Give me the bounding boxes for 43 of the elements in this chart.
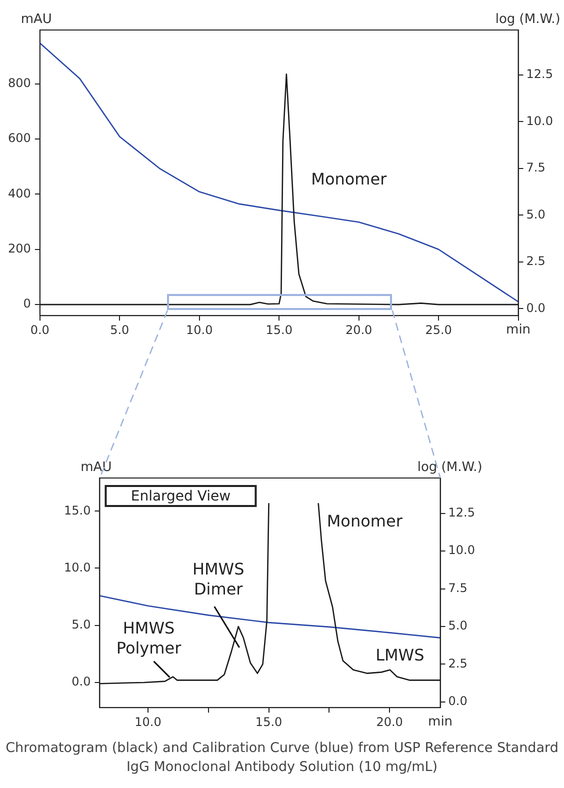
x-axis-title: min — [428, 714, 453, 730]
y2-tick-label: 7.5 — [448, 580, 468, 595]
annotation: LMWS — [376, 645, 424, 664]
x-tick-label: 15.0 — [255, 714, 282, 729]
y-tick-label: 10.0 — [64, 560, 91, 574]
y2-axis-title: log (M.W.) — [495, 12, 560, 27]
y2-tick-label: 12.5 — [526, 67, 553, 82]
x-tick-label: 20.0 — [345, 322, 372, 337]
y2-tick-label: 7.5 — [526, 160, 546, 175]
x-tick-label: 25.0 — [425, 322, 452, 337]
y2-tick-label: 10.0 — [448, 543, 475, 558]
y-tick-label: 0.0 — [72, 674, 91, 689]
y2-tick-label: 12.5 — [448, 506, 475, 520]
y-tick-label: 200 — [8, 242, 31, 256]
y-tick-label: 5.0 — [72, 617, 91, 632]
x-tick-label: 0.0 — [30, 322, 50, 337]
y-axis-title: mAU — [80, 460, 112, 475]
x-tick-label: 15.0 — [266, 322, 292, 337]
x-tick-label: 10.0 — [134, 714, 162, 729]
annotation: HMWS Polymer — [116, 618, 182, 658]
y2-tick-label: 0.0 — [526, 300, 546, 315]
x-tick-label: 5.0 — [110, 322, 130, 337]
text: Chromatogram (black) and Calibration Curve (blue) from USP Reference Standard IgG Monoclonal Antibody Solution (10 mg/mL) — [4, 739, 560, 777]
y-tick-label: 15.0 — [64, 503, 91, 518]
y2-tick-label: 5.0 — [448, 618, 468, 633]
annotation: Monomer — [326, 512, 403, 531]
y2-axis-title: log (M.W.) — [417, 460, 482, 475]
annotation: Monomer — [311, 170, 388, 189]
y2-tick-label: 0.0 — [448, 694, 468, 708]
x-tick-label: 20.0 — [376, 714, 403, 729]
y-tick-label: 0 — [23, 296, 31, 311]
text: Enlarged View — [130, 488, 231, 505]
y-tick-label: 800 — [8, 76, 31, 90]
y-tick-label: 400 — [8, 186, 31, 200]
annotation: HMWS Dimer — [192, 560, 244, 599]
y2-tick-label: 10.0 — [526, 114, 553, 128]
x-tick-label: 10.0 — [186, 322, 213, 337]
y2-tick-label: 2.5 — [448, 656, 468, 670]
y-tick-label: 600 — [8, 131, 31, 146]
x-axis-title: min — [506, 322, 531, 338]
y-axis-title: mAU — [20, 12, 52, 27]
y2-tick-label: 2.5 — [526, 254, 546, 268]
y2-tick-label: 5.0 — [526, 207, 546, 222]
